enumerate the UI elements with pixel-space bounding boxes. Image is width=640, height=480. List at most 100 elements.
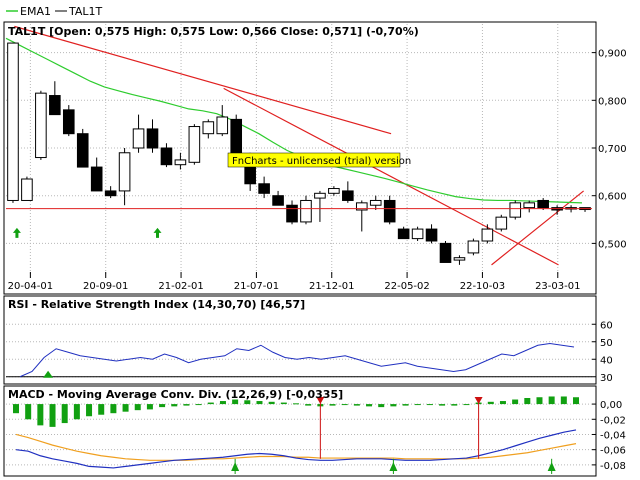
rsi-y-tick-label: 50 [600, 338, 613, 349]
macd-y-tick-label: 0,00 [600, 400, 622, 411]
macd-hist-bar [390, 404, 397, 407]
candle-body [383, 199, 396, 223]
macd-hist-bar [13, 404, 19, 414]
candle-body [286, 204, 298, 223]
rsi-line [19, 342, 575, 378]
rsi-panel-header: RSI - Relative Strength Index (14,30,70)… [8, 298, 305, 311]
candle-body [453, 257, 466, 261]
macd-hist-bar [73, 404, 80, 420]
macd-buy-arrow [389, 462, 398, 471]
macd-hist-bar [280, 402, 287, 405]
macd-hist-bar [61, 404, 68, 424]
price-x-tick-label: 20-04-01 [8, 281, 53, 292]
price-y-tick-label: 0,600 [598, 192, 627, 203]
macd-y-tick-label: -0,04 [600, 430, 626, 441]
candle-body [397, 228, 410, 240]
macd-signals [231, 397, 556, 474]
candle-body [216, 116, 229, 135]
macd-hist-bar [463, 404, 470, 406]
macd-sell-arrow [474, 397, 483, 404]
trial-watermark: FnCharts - unlicensed (trial) version [227, 152, 411, 168]
watermark-text: FnCharts - unlicensed (trial) version [232, 156, 411, 167]
macd-hist-bar [293, 403, 299, 405]
rsi-buy-arrow [43, 370, 54, 378]
macd-y-axis: 0,00 -0,02 -0,04 -0,06 -0,08 [592, 400, 626, 472]
price-x-tick-label: 20-09-01 [83, 281, 128, 292]
buy-arrow [12, 227, 21, 238]
candle-body [21, 178, 33, 201]
macd-signal-series [15, 433, 577, 461]
macd-hist-bar [426, 404, 433, 406]
macd-y-tick-label: -0,02 [600, 415, 626, 426]
price-x-tick-label: 21-07-01 [234, 281, 279, 292]
price-x-tick-label: 21-12-01 [309, 281, 354, 292]
candle-body [118, 152, 131, 192]
rsi-y-tick-label: 60 [600, 320, 613, 331]
candle-body [425, 228, 438, 242]
price-trendlines [14, 25, 585, 266]
macd-lines [15, 429, 577, 469]
macd-y-tick-label: -0,06 [600, 446, 626, 457]
candle-body [49, 95, 61, 116]
rsi-panel [3, 295, 597, 385]
macd-y-tick-label: -0,08 [600, 461, 626, 472]
macd-hist-bar [305, 404, 312, 406]
macd-hist-bar [329, 404, 336, 406]
rsi-y-axis: 60 50 40 30 [592, 320, 613, 384]
macd-hist-bar [122, 404, 129, 412]
macd-hist-bar [49, 404, 56, 427]
macd-hist-bar [37, 404, 44, 426]
candle-body [523, 202, 536, 209]
candle-body [509, 202, 522, 218]
macd-hist-bar [402, 404, 409, 406]
macd-sell-arrow [316, 397, 325, 404]
legend-symbol-label: TAL1T [68, 5, 103, 18]
macd-hist-bar [268, 401, 275, 405]
candle-body [439, 242, 452, 263]
macd-series [15, 429, 577, 469]
candle-body [104, 190, 117, 197]
macd-hist-bar [560, 396, 567, 405]
macd-hist-bar [536, 397, 543, 405]
trendline [223, 87, 559, 266]
macd-hist-bar [378, 404, 385, 408]
macd-hist-bar [548, 396, 555, 405]
macd-panel-header: MACD - Moving Average Conv. Div. (12,26,… [8, 388, 343, 401]
candle-body [481, 228, 494, 242]
candle-body [272, 195, 284, 206]
candle-body [62, 109, 75, 135]
price-y-tick-label: 0,800 [598, 96, 627, 107]
candle-body [342, 190, 354, 201]
candle-body [314, 192, 326, 199]
candle-body [7, 42, 19, 201]
legend: EMA1 TAL1T [6, 5, 103, 18]
macd-hist-bar [232, 399, 239, 405]
price-y-tick-label: 0,900 [598, 49, 627, 60]
macd-hist-bar [573, 397, 579, 405]
macd-hist-bar [25, 404, 32, 420]
macd-hist-bar [512, 399, 519, 405]
macd-hist-bar [244, 400, 251, 405]
price-y-tick-label: 0,700 [598, 144, 627, 155]
candle-body [90, 166, 103, 192]
macd-hist-bar [110, 404, 117, 414]
macd-hist-bar [256, 401, 263, 405]
macd-hist-bar [98, 404, 105, 415]
candle-body [230, 118, 243, 154]
macd-hist-bar [439, 404, 446, 406]
macd-hist-bar [499, 401, 506, 405]
candle-body [35, 92, 47, 159]
macd-hist-bar [487, 401, 494, 405]
macd-hist-bar [171, 404, 178, 407]
candle-body [160, 147, 173, 166]
macd-panel [3, 385, 597, 477]
candle-body [328, 188, 340, 194]
macd-hist-bar [86, 404, 93, 417]
macd-hist-bar [159, 404, 166, 408]
candle-body [258, 183, 270, 194]
price-panel-header: TAL1T [Open: 0,575 High: 0,575 Low: 0,56… [8, 25, 419, 38]
candle-body [132, 128, 145, 149]
candle-body [411, 228, 424, 240]
candle-body [537, 199, 549, 209]
macd-hist-bar [219, 401, 226, 405]
